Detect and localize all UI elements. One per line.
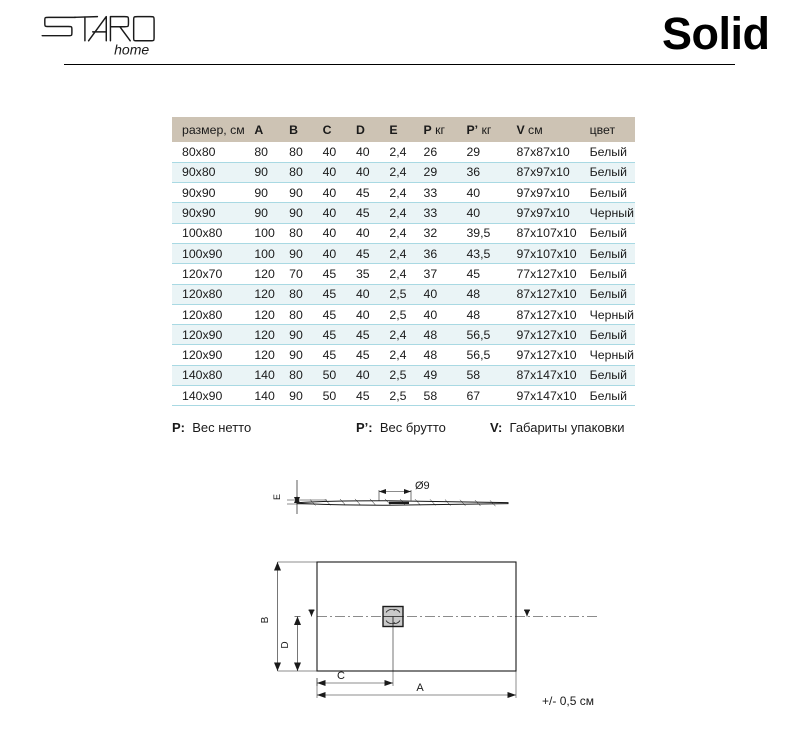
svg-text:+/- 0,5 см: +/- 0,5 см [542, 694, 594, 708]
svg-text:C: C [337, 670, 345, 682]
svg-text:E: E [272, 494, 282, 500]
svg-text:B: B [260, 616, 271, 623]
svg-text:Ø9: Ø9 [415, 480, 430, 492]
svg-text:D: D [280, 641, 291, 648]
svg-text:A: A [416, 682, 424, 694]
svg-text:home: home [114, 41, 149, 57]
